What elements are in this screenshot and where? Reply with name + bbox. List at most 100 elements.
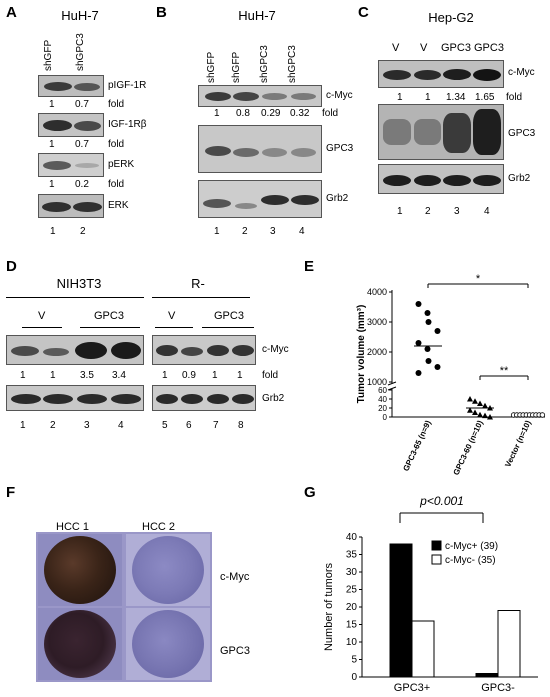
lane-number: 5 (162, 420, 168, 431)
fold-value: 1 (214, 108, 220, 119)
y-tick-label: 25 (346, 585, 358, 596)
x-tick-label: Vector (n=10) (503, 419, 533, 469)
data-point (415, 370, 422, 376)
ihc-tile (126, 534, 210, 606)
blot-label: Grb2 (508, 173, 531, 184)
panel-c-letter: C (358, 4, 369, 21)
group-label: GPC3 (214, 310, 244, 322)
fold-label: fold (108, 179, 125, 190)
lane-number: 4 (118, 420, 124, 431)
blot-label: Grb2 (262, 393, 285, 404)
y-axis-label: Tumor volume (mm³) (356, 305, 367, 404)
blot-grb2 (198, 180, 322, 218)
divider-line (152, 297, 250, 298)
divider-line (6, 297, 144, 298)
blot-grb2-r (152, 385, 256, 411)
column-label: HCC 1 (56, 521, 90, 533)
data-point (539, 412, 546, 418)
blot-label: IGF-1Rβ (108, 119, 147, 130)
divider-line (155, 327, 193, 328)
panel-b-title: HuH-7 (238, 8, 276, 23)
y-tick-label: 2000 (367, 347, 387, 357)
group-label: V (38, 310, 46, 322)
y-tick-label: 20 (378, 404, 387, 413)
bar (497, 610, 521, 678)
fold-value: 0.7 (75, 99, 89, 110)
legend-swatch (431, 554, 442, 565)
x-tick-label: GPC3+ (394, 682, 430, 694)
lane-number: 4 (299, 226, 305, 237)
data-point (487, 414, 493, 420)
blot-igf1rb (38, 113, 104, 137)
lane-number: 1 (20, 420, 26, 431)
data-point (472, 398, 478, 404)
panel-d-group2-title: R- (191, 276, 205, 291)
legend-label: c-Myc- (35) (445, 555, 496, 566)
panel-c-title: Hep-G2 (428, 10, 474, 25)
blot-c-myc (198, 85, 322, 107)
panel-b-letter: B (156, 4, 167, 21)
blot-c-myc (378, 60, 504, 88)
fold-value: 1.34 (446, 92, 466, 103)
blot-label: Grb2 (326, 193, 349, 204)
data-point (415, 301, 422, 307)
data-point (434, 328, 441, 334)
row-label: GPC3 (220, 645, 250, 657)
panel-g-letter: G (304, 484, 316, 501)
lane-number: 4 (484, 206, 490, 217)
legend-swatch (431, 540, 442, 551)
fold-value: 0.8 (236, 108, 250, 119)
panel-b-col-label: shGPC3 (259, 45, 270, 83)
fold-value: 1 (50, 370, 56, 381)
y-tick-label: 20 (346, 602, 358, 613)
fold-value: 1 (49, 99, 55, 110)
panel-b-col-label: shGPC3 (287, 45, 298, 83)
significance-label: ** (500, 365, 509, 377)
bar (475, 673, 499, 678)
data-point (482, 402, 488, 409)
blot-label: pERK (108, 159, 135, 170)
data-point (415, 340, 422, 346)
y-tick-label: 4000 (367, 287, 387, 297)
ihc-tile (126, 608, 210, 680)
fold-value: 1 (49, 139, 55, 150)
panel-c-col-label: GPC3 (474, 42, 504, 54)
divider-line (202, 327, 254, 328)
lane-number: 1 (397, 206, 403, 217)
bar (411, 620, 435, 678)
y-tick-label: 35 (346, 550, 358, 561)
data-point (472, 409, 478, 415)
panel-a-col-label: shGFP (43, 39, 54, 71)
fold-label: fold (108, 99, 125, 110)
divider-line (22, 327, 62, 328)
panel-d-letter: D (6, 258, 17, 275)
panel-e-letter: E (304, 258, 315, 275)
tissue-core-hcc1-gpc3 (44, 610, 116, 678)
data-point (424, 346, 431, 352)
blot-label: GPC3 (508, 128, 536, 139)
blot-label: c-Myc (262, 344, 289, 355)
group-label: GPC3 (94, 310, 124, 322)
fold-label: fold (262, 370, 279, 381)
fold-value: 1 (20, 370, 26, 381)
blot-grb2 (378, 164, 504, 194)
data-point (482, 412, 488, 419)
y-tick-label: 60 (378, 386, 387, 395)
data-point (477, 400, 483, 406)
data-point (467, 396, 473, 402)
lane-number: 2 (80, 226, 86, 237)
blot-erk (38, 194, 104, 218)
panel-a-col-label: shGPC3 (75, 33, 86, 71)
panel-a-letter: A (6, 4, 17, 21)
lane-number: 8 (238, 420, 244, 431)
fold-label: fold (506, 92, 523, 103)
blot-label: GPC3 (326, 143, 354, 154)
fold-value: 3.5 (80, 370, 94, 381)
blot-c-myc-nih3t3 (6, 335, 144, 365)
group-label: V (168, 310, 176, 322)
fold-value: 1 (425, 92, 431, 103)
y-tick-label: 15 (346, 620, 358, 631)
legend-label: c-Myc+ (39) (445, 541, 498, 552)
panel-d-group1-title: NIH3T3 (56, 276, 102, 291)
